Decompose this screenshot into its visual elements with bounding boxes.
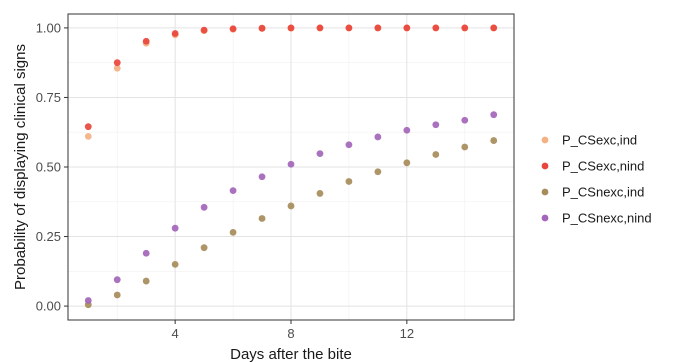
data-point-series-4 xyxy=(432,121,440,129)
legend-label-series-1: P_CSexc,ind xyxy=(562,133,637,148)
legend-key-series-4 xyxy=(541,214,549,222)
data-point-series-3 xyxy=(113,291,121,299)
data-point-series-2 xyxy=(432,24,440,32)
data-point-series-2 xyxy=(461,24,469,32)
data-point-series-4 xyxy=(113,276,121,284)
data-point-series-2 xyxy=(258,24,266,32)
data-point-series-3 xyxy=(287,202,295,210)
data-point-series-4 xyxy=(345,141,353,149)
data-point-series-3 xyxy=(374,168,382,176)
data-point-series-2 xyxy=(490,24,498,32)
data-point-series-4 xyxy=(316,150,324,158)
legend-key-series-3 xyxy=(541,188,549,196)
data-point-series-2 xyxy=(316,24,324,32)
data-point-series-3 xyxy=(432,151,440,158)
data-point-series-4 xyxy=(490,111,498,119)
data-point-series-3 xyxy=(142,277,150,285)
axis-ticks: 4 8 12 0.00 0.25 0.50 0.75 1.00 xyxy=(36,20,414,341)
data-point-series-3 xyxy=(200,244,208,252)
data-point-series-2 xyxy=(345,24,353,32)
y-tick-label: 0.00 xyxy=(36,299,61,314)
legend-key-series-1 xyxy=(541,136,549,144)
data-point-series-3 xyxy=(258,215,266,222)
data-point-series-4 xyxy=(142,249,150,257)
data-point-series-3 xyxy=(345,178,353,185)
x-tick-label: 8 xyxy=(287,326,294,341)
data-point-series-2 xyxy=(84,123,92,131)
legend-label-series-4: P_CSnexc,nind xyxy=(562,211,652,226)
y-tick-label: 0.50 xyxy=(36,160,61,175)
data-point-series-2 xyxy=(171,30,179,37)
data-point-series-2 xyxy=(142,37,150,45)
data-point-series-3 xyxy=(171,260,179,268)
data-point-series-4 xyxy=(200,203,208,211)
data-points xyxy=(84,24,498,309)
data-point-series-4 xyxy=(461,116,469,124)
x-axis-title: Days after the bite xyxy=(230,346,352,362)
y-tick-label: 0.25 xyxy=(36,229,61,244)
data-point-series-4 xyxy=(229,187,237,195)
data-point-series-2 xyxy=(403,24,411,32)
y-axis-title: Probability of displaying clinical signs xyxy=(12,44,29,290)
x-tick-label: 4 xyxy=(172,326,179,341)
data-point-series-4 xyxy=(258,173,266,181)
data-point-series-1 xyxy=(84,133,92,140)
data-point-series-2 xyxy=(229,25,237,33)
legend-key-series-2 xyxy=(541,162,549,170)
data-point-series-3 xyxy=(229,228,237,236)
data-point-series-3 xyxy=(316,190,324,197)
data-point-series-3 xyxy=(461,143,469,151)
data-point-series-4 xyxy=(171,224,179,232)
data-point-series-4 xyxy=(403,126,411,134)
data-point-series-2 xyxy=(287,24,295,32)
data-point-series-4 xyxy=(374,133,382,141)
y-tick-label: 1.00 xyxy=(36,20,61,35)
y-tick-label: 0.75 xyxy=(36,90,61,105)
data-point-series-3 xyxy=(490,137,498,144)
data-point-series-4 xyxy=(84,297,92,304)
legend-label-series-3: P_CSnexc,ind xyxy=(562,185,644,200)
data-point-series-2 xyxy=(113,59,121,67)
data-point-series-2 xyxy=(374,24,382,32)
data-point-series-4 xyxy=(287,160,295,168)
legend-label-series-2: P_CSexc,nind xyxy=(562,159,644,174)
x-tick-label: 12 xyxy=(400,326,414,341)
data-point-series-1 xyxy=(113,64,121,72)
data-point-series-2 xyxy=(200,26,208,34)
data-point-series-3 xyxy=(403,159,411,167)
legend: P_CSexc,ind P_CSexc,nind P_CSnexc,ind P_CSn… xyxy=(541,133,652,226)
